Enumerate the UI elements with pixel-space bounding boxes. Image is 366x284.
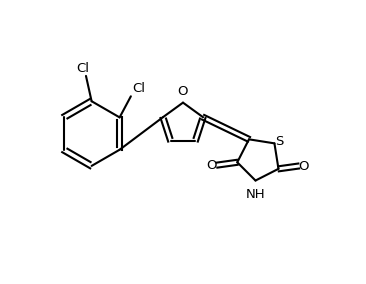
Text: O: O [207, 159, 217, 172]
Text: Cl: Cl [132, 82, 145, 95]
Text: NH: NH [246, 187, 265, 201]
Text: Cl: Cl [76, 62, 90, 74]
Text: S: S [275, 135, 284, 149]
Text: O: O [178, 85, 188, 98]
Text: O: O [299, 160, 309, 172]
